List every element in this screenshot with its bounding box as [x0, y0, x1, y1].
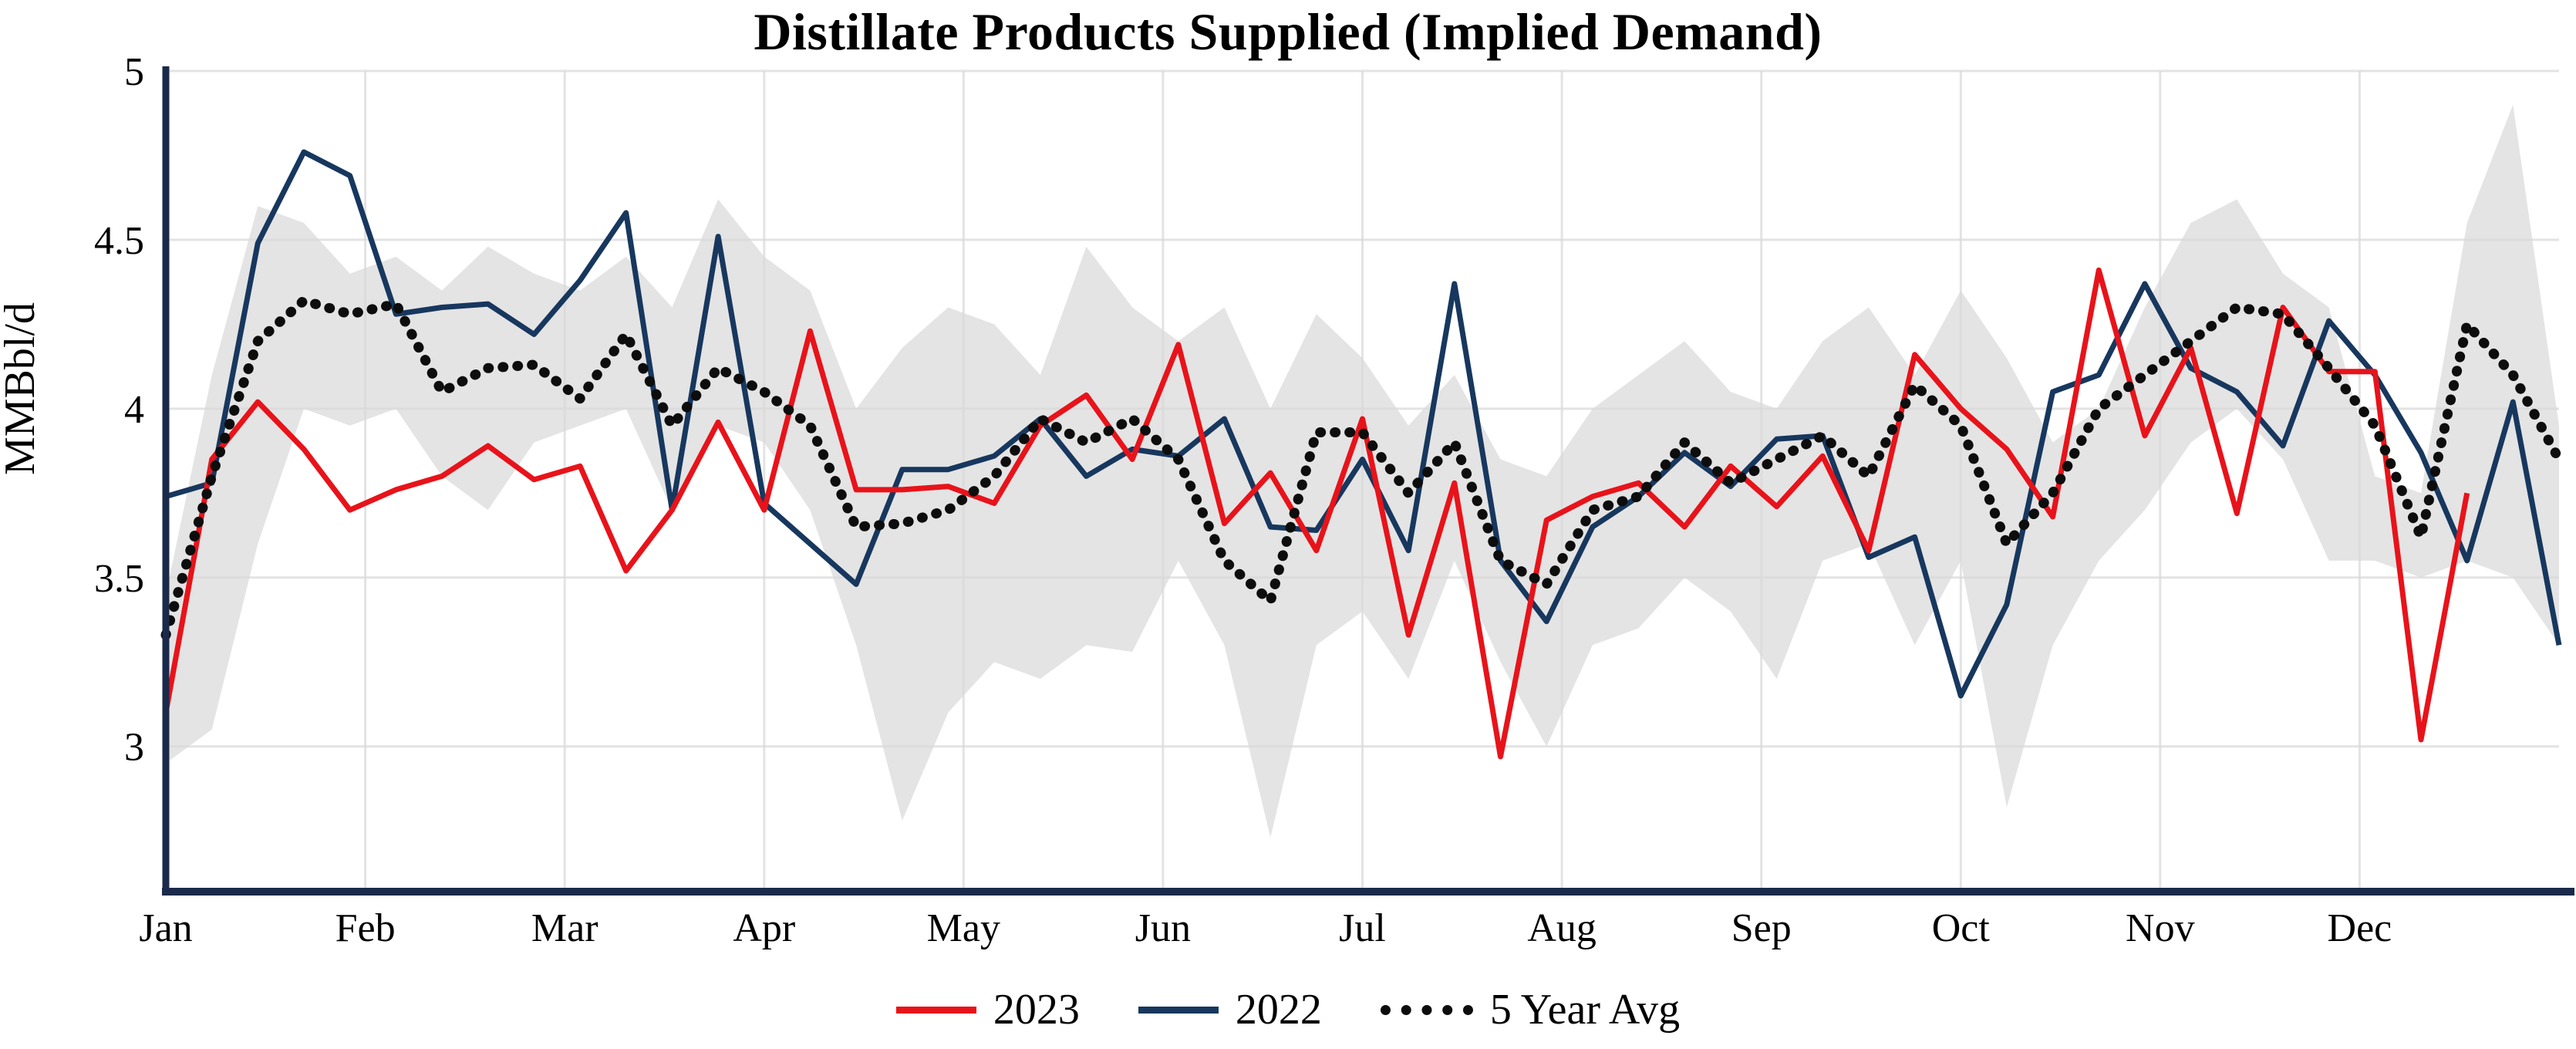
- y-tick-label: 4: [124, 388, 144, 432]
- x-tick-label: Aug: [1527, 906, 1597, 950]
- x-tick-label: Jan: [139, 906, 192, 950]
- series-line-2022: [165, 149, 2562, 699]
- legend-line-2022-icon: [1138, 1006, 1219, 1014]
- series-line-5-year-avg: [160, 295, 2564, 640]
- y-tick-label: 5: [124, 50, 144, 94]
- x-tick-label: Mar: [531, 906, 598, 950]
- legend-label-2023: 2023: [993, 986, 1080, 1034]
- x-tick-label: Oct: [1932, 906, 1991, 950]
- x-tick-label: Nov: [2126, 906, 2195, 950]
- x-tick-label: Sep: [1731, 906, 1792, 950]
- legend-item-2023: 2023: [895, 986, 1080, 1034]
- x-tick-label: Feb: [335, 906, 396, 950]
- x-tick-label: Jun: [1135, 906, 1191, 950]
- y-tick-label: 3: [124, 726, 144, 770]
- legend-item-5yr-avg: 5 Year Avg: [1380, 986, 1681, 1034]
- legend-label-2022: 2022: [1235, 986, 1322, 1034]
- chart-title: Distillate Products Supplied (Implied De…: [754, 2, 1822, 61]
- x-tick-label: Dec: [2328, 906, 2392, 950]
- x-tick-label: May: [927, 906, 1000, 950]
- chart-legend: 2023 2022 5 Year Avg: [0, 975, 2576, 1044]
- legend-label-5yr-avg: 5 Year Avg: [1489, 986, 1681, 1034]
- y-tick-label: 4.5: [94, 219, 144, 263]
- legend-item-2022: 2022: [1138, 988, 1322, 1031]
- legend-dotted-line-icon: [1380, 1004, 1473, 1015]
- legend-line-2023-icon: [895, 1006, 976, 1014]
- y-tick-label: 3.5: [94, 557, 144, 601]
- x-tick-label: Jul: [1339, 906, 1386, 950]
- x-tick-label: Apr: [733, 906, 795, 950]
- series-line-2023: [163, 267, 2470, 760]
- y-axis-label: MMBbl/d: [0, 302, 44, 475]
